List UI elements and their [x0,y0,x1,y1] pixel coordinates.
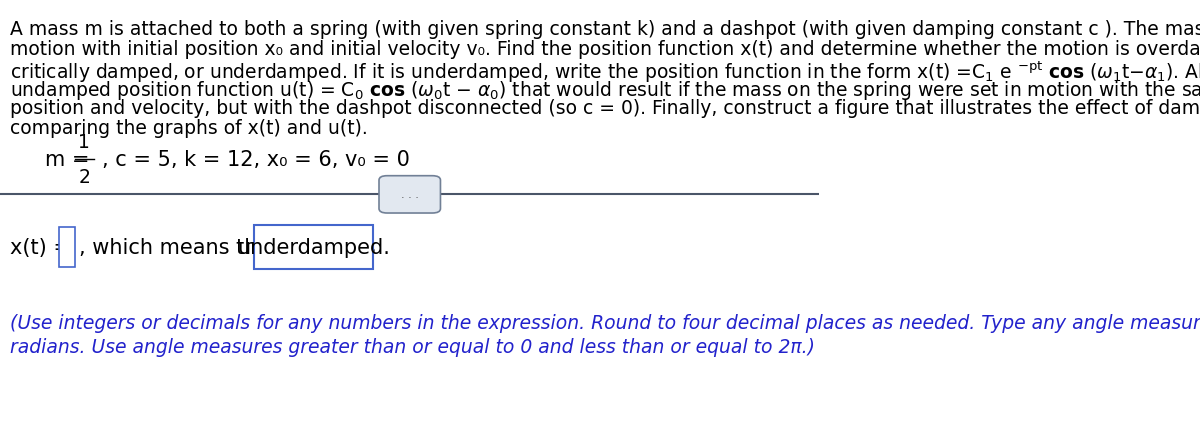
Text: comparing the graphs of x(t) and u(t).: comparing the graphs of x(t) and u(t). [10,118,367,137]
FancyBboxPatch shape [379,176,440,213]
FancyBboxPatch shape [254,226,373,269]
Text: 2: 2 [78,168,90,187]
Text: radians. Use angle measures greater than or equal to 0 and less than or equal to: radians. Use angle measures greater than… [10,337,815,356]
Text: motion with initial position x₀ and initial velocity v₀. Find the position funct: motion with initial position x₀ and init… [10,39,1200,58]
Text: critically damped, or underdamped. If it is underdamped, write the position func: critically damped, or underdamped. If it… [10,59,1200,85]
Text: undamped position function u(t) = C$_0$ $\mathbf{cos}$ $(\omega_0$t $-\ \alpha_0: undamped position function u(t) = C$_0$ … [10,79,1200,102]
Text: , which means the system is: , which means the system is [79,237,376,258]
Text: position and velocity, but with the dashpot disconnected (so c = 0). Finally, co: position and velocity, but with the dash… [10,99,1200,117]
Text: m =: m = [46,150,90,170]
Text: x(t) =: x(t) = [10,237,71,258]
Text: . . .: . . . [401,190,419,200]
Text: , c = 5, k = 12, x₀ = 6, v₀ = 0: , c = 5, k = 12, x₀ = 6, v₀ = 0 [102,150,410,170]
Text: underdamped.: underdamped. [238,237,390,258]
Text: A mass m is attached to both a spring (with given spring constant k) and a dashp: A mass m is attached to both a spring (w… [10,20,1200,39]
FancyBboxPatch shape [59,228,76,267]
Text: (Use integers or decimals for any numbers in the expression. Round to four decim: (Use integers or decimals for any number… [10,313,1200,332]
Text: 1: 1 [78,133,90,152]
